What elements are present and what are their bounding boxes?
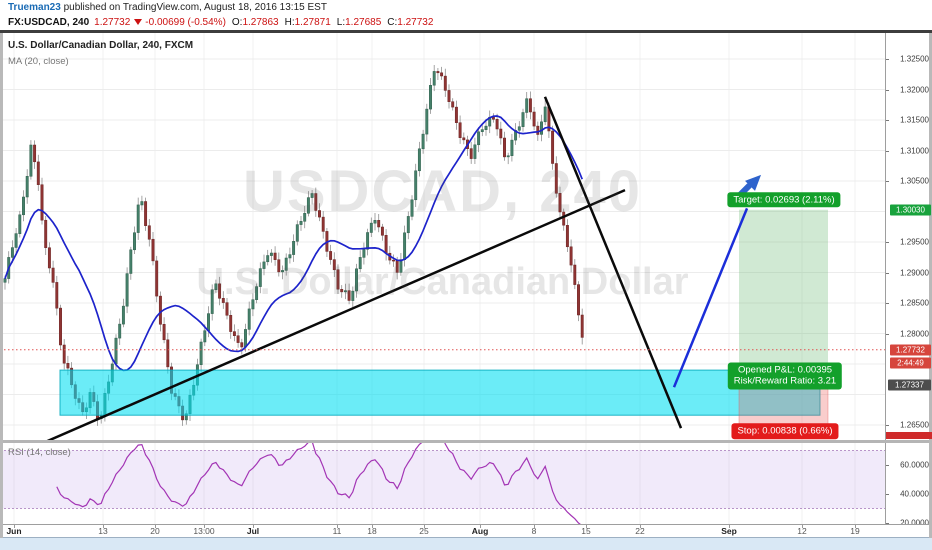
price-down-triangle-icon [134, 19, 143, 25]
price-axis-label: 1.31500 [900, 115, 929, 125]
price-axis-tick [886, 303, 889, 304]
quote-high-label: H: [284, 17, 295, 28]
price-axis-label: 1.28500 [900, 298, 929, 308]
quote-symbol[interactable]: FX:USDCAD, 240 [8, 17, 90, 28]
price-axis-label: 1.29000 [900, 268, 929, 277]
price-axis-tick [886, 425, 889, 426]
time-axis-label: 11 [332, 526, 342, 536]
quote-open-value: 1.27863 [242, 17, 279, 28]
time-axis-tick [424, 525, 425, 528]
watermark-symbol: USDCAD, 240 [242, 159, 643, 224]
time-axis-tick [729, 525, 730, 528]
time-axis-label: 19 [850, 526, 860, 536]
price-axis-label: 1.32500 [900, 54, 929, 64]
price-axis-label: 1.31000 [900, 146, 929, 155]
price-axis-tick [886, 181, 889, 182]
time-axis-label: 18 [367, 526, 377, 536]
price-axis[interactable]: 1.30030 1.27732 2:44:49 1.27337 1.32500 1… [885, 33, 932, 524]
time-axis-label: 13:00 [193, 526, 215, 536]
time-axis-tick [103, 525, 104, 528]
quote-low-value: 1.27685 [345, 17, 382, 28]
price-axis-label: 1.32000 [900, 85, 929, 94]
price-axis-label: 1.28000 [900, 329, 929, 338]
page-bottom-margin [0, 538, 932, 550]
price-axis-tick [886, 150, 889, 152]
price-axis-tick [886, 89, 889, 91]
time-axis-label: Aug [471, 526, 489, 536]
quote-last-price: 1.27732 [94, 17, 131, 28]
candlestick-chart-canvas[interactable] [0, 33, 885, 440]
time-axis-tick [586, 525, 587, 528]
rsi-axis-label: 20.0000 [900, 518, 929, 525]
quote-bar: FX:USDCAD, 240 1.27732 -0.00699 (-0.54%) O:… [0, 15, 932, 30]
time-axis-tick [640, 525, 641, 528]
time-axis-label: 8 [531, 526, 537, 536]
quote-low-label: L: [336, 17, 346, 28]
quote-high-value: 1.27871 [294, 17, 331, 28]
risk-reward-line: Risk/Reward Ratio: 3.21 [733, 375, 837, 387]
quote-close-value: 1.27732 [397, 17, 434, 28]
time-axis-label: Sep [721, 526, 737, 536]
price-axis-label: 1.30500 [900, 176, 929, 186]
price-axis-label: 1.26500 [900, 420, 929, 430]
axis-entry-price-badge: 1.27337 [888, 379, 931, 391]
time-axis-label: 13 [98, 526, 108, 536]
chart-legend-ma[interactable]: MA (20, close) [8, 56, 69, 67]
time-axis-label: 22 [635, 526, 645, 536]
author-bar: Trueman23 published on TradingView.com, … [0, 0, 932, 15]
rsi-legend-label[interactable]: RSI (14, close) [8, 447, 71, 458]
time-axis-tick [855, 525, 856, 528]
opened-pnl-badge[interactable]: Opened P&L: 0.00395 Risk/Reward Ratio: 3… [727, 362, 843, 390]
axis-stop-price-badge-clipped [886, 432, 932, 440]
time-axis-tick [534, 525, 535, 528]
time-axis-tick [372, 525, 373, 528]
price-axis-tick [886, 272, 889, 274]
rsi-axis-tick [886, 465, 889, 466]
chart-left-edge [0, 33, 3, 538]
rsi-pane[interactable]: RSI (14, close) [0, 443, 885, 524]
quote-change: -0.00699 (-0.54%) [145, 17, 226, 28]
target-label-badge[interactable]: Target: 0.02693 (2.11%) [727, 191, 841, 208]
header-divider [0, 30, 932, 33]
rsi-axis-tick [886, 494, 889, 495]
quote-close-label: C: [387, 17, 398, 28]
time-axis-label: 12 [797, 526, 807, 536]
axis-last-price-badge: 1.27732 [890, 344, 931, 356]
time-axis-tick [155, 525, 156, 528]
axis-countdown-badge: 2:44:49 [890, 357, 931, 369]
rsi-axis-label: 60.0000 [900, 460, 929, 470]
time-axis[interactable]: Jun 13 20 13:00 Jul 11 18 25 Aug 8 15 22 Sep 12 19 [0, 524, 932, 538]
rsi-chart-canvas[interactable] [0, 443, 885, 524]
time-axis-tick [204, 525, 205, 528]
quote-open-label: O: [231, 17, 243, 28]
rsi-axis-tick [886, 523, 889, 524]
pane-separator[interactable] [0, 440, 932, 443]
price-axis-tick [886, 59, 889, 60]
time-axis-label: Jul [246, 526, 260, 536]
opened-pnl-line: Opened P&L: 0.00395 [737, 364, 833, 376]
watermark-name: U.S. Dollar/Canadian Dollar [196, 261, 689, 303]
chart-legend-title[interactable]: U.S. Dollar/Canadian Dollar, 240, FXCM [8, 40, 194, 51]
price-axis-label: 1.29500 [900, 237, 929, 247]
rsi-axis-label: 40.0000 [900, 489, 929, 499]
time-axis-label: 25 [419, 526, 429, 536]
chart-right-edge [929, 33, 932, 538]
price-axis-tick [886, 333, 889, 335]
price-axis-tick [886, 242, 889, 243]
time-axis-label: 15 [581, 526, 591, 536]
time-axis-tick [14, 525, 15, 528]
time-axis-label: Jun [6, 526, 22, 536]
author-username-link[interactable]: Trueman23 [8, 2, 61, 13]
stop-label-badge[interactable]: Stop: 0.00838 (0.66%) [731, 423, 839, 439]
time-axis-tick [337, 525, 338, 528]
axis-target-price-badge: 1.30030 [890, 204, 931, 216]
time-axis-tick [480, 525, 481, 528]
author-publish-text: published on TradingView.com, August 18,… [60, 2, 327, 13]
time-axis-label: 20 [150, 526, 160, 536]
time-axis-tick [802, 525, 803, 528]
time-axis-tick [253, 525, 254, 528]
main-chart-pane[interactable]: USDCAD, 240 U.S. Dollar/Canadian Dollar … [0, 33, 885, 440]
price-axis-tick [886, 120, 889, 121]
